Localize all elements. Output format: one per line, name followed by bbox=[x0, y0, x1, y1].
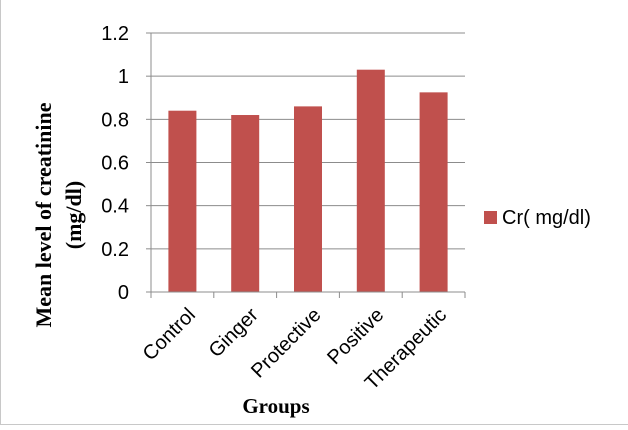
bar-positive bbox=[356, 69, 385, 292]
y-tick-label: 0.4 bbox=[101, 196, 129, 218]
legend-swatch bbox=[484, 211, 497, 224]
y-axis-title-line2: (mg/dl) bbox=[61, 181, 86, 249]
x-tick-labels: Control GingerProtectivePositiveTherapeut… bbox=[139, 304, 451, 394]
bar-ginger bbox=[231, 115, 260, 293]
y-tick-label: 1.2 bbox=[101, 23, 129, 45]
x-axis-title: Groups bbox=[242, 394, 309, 418]
x-tick-label: Control bbox=[139, 304, 200, 365]
y-tick-label: 0.2 bbox=[101, 239, 129, 261]
legend: Cr( mg/dl) bbox=[484, 207, 591, 229]
y-tick-label: 1 bbox=[118, 66, 129, 88]
y-tick-label: 0.6 bbox=[101, 153, 129, 175]
legend-label: Cr( mg/dl) bbox=[502, 207, 591, 229]
y-tick-label: 0.8 bbox=[101, 109, 129, 131]
y-tick-label: 0 bbox=[118, 282, 129, 304]
bars bbox=[168, 69, 448, 293]
y-tick-labels: 0 0.2 0.4 0.6 0.8 1 1.2 bbox=[101, 23, 129, 304]
bar-control bbox=[168, 110, 197, 292]
bar-therapeutic bbox=[419, 92, 448, 293]
y-axis-title-line1: Mean level of creatinine bbox=[31, 102, 56, 327]
axes bbox=[150, 33, 466, 298]
bar-protective bbox=[294, 106, 322, 292]
x-tick-label: Positive bbox=[323, 304, 388, 369]
x-tick-label: Ginger bbox=[205, 304, 263, 362]
